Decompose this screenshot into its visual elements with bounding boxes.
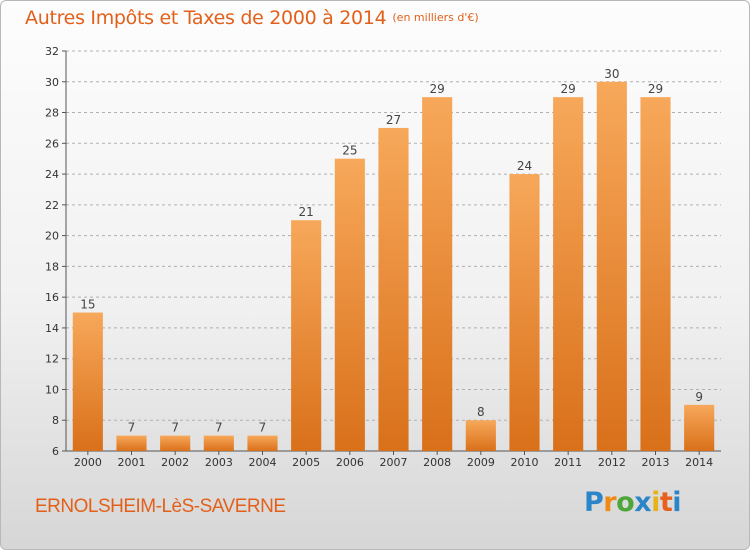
proxiti-logo: Proxiti [584, 487, 682, 518]
bar-2006 [334, 158, 365, 451]
x-tick-label-2014: 2014 [685, 456, 713, 469]
data-label-2011: 29 [561, 82, 576, 96]
y-tick-label: 12 [45, 353, 59, 366]
data-labels: 15 7 7 7 7 21 25 27 29 8 24 29 30 29 9 [80, 67, 703, 435]
grid-lines [62, 50, 721, 452]
logo-letter: o [616, 487, 635, 518]
bar-2011 [553, 97, 584, 452]
chart-title-text: Autres Impôts et Taxes de 2000 à 2014 [25, 7, 387, 29]
x-tick-label-2005: 2005 [292, 456, 320, 469]
x-tick-label-2010: 2010 [511, 456, 539, 469]
x-tick-label-2002: 2002 [161, 456, 189, 469]
data-label-2001: 7 [128, 421, 136, 435]
x-tick-label-2012: 2012 [598, 456, 626, 469]
data-label-2005: 21 [299, 205, 314, 219]
data-label-2008: 29 [430, 82, 445, 96]
data-label-2002: 7 [171, 421, 179, 435]
commune-name: ERNOLSHEIM-LèS-SAVERNE [35, 496, 286, 517]
bar-2012 [596, 81, 627, 452]
logo-letter: i [651, 487, 660, 518]
bar-2007 [378, 127, 409, 451]
y-tick-label: 20 [45, 230, 59, 243]
x-tick-label-2001: 2001 [118, 456, 146, 469]
bar-2013 [640, 97, 671, 452]
bar-2010 [509, 174, 540, 452]
y-tick-label: 8 [52, 414, 59, 427]
y-tick-label: 30 [45, 76, 59, 89]
data-label-2007: 27 [386, 113, 401, 127]
data-label-2000: 15 [80, 298, 95, 312]
data-label-2009: 8 [477, 405, 485, 419]
y-tick-label: 26 [45, 137, 59, 150]
y-tick-label: 10 [45, 383, 59, 396]
y-tick-label: 14 [45, 322, 59, 335]
bar-2003 [203, 435, 234, 451]
y-tick-label: 28 [45, 107, 59, 120]
data-label-2006: 25 [342, 144, 357, 158]
bar-2005 [291, 220, 322, 451]
chart-unit-note: (en milliers d'€) [392, 11, 479, 24]
y-tick-label: 32 [45, 45, 59, 58]
data-label-2012: 30 [604, 67, 619, 81]
data-label-2003: 7 [215, 421, 223, 435]
x-tick-label-2003: 2003 [205, 456, 233, 469]
x-tick-label-2013: 2013 [642, 456, 670, 469]
data-label-2014: 9 [695, 390, 703, 404]
x-tick-label-2000: 2000 [74, 456, 102, 469]
bar-2014 [684, 404, 715, 451]
y-tick-label: 18 [45, 260, 59, 273]
data-label-2004: 7 [259, 421, 267, 435]
x-tick-label-2009: 2009 [467, 456, 495, 469]
y-tick-labels: 6 8 10 12 14 16 18 20 22 24 26 28 30 32 [45, 45, 59, 458]
x-tick-label-2004: 2004 [249, 456, 277, 469]
y-tick-label: 24 [45, 168, 59, 181]
chart-title: Autres Impôts et Taxes de 2000 à 2014 (en… [25, 7, 479, 29]
logo-letter: i [672, 487, 682, 518]
logo-letter: P [584, 487, 604, 518]
x-tick-labels: 2000 2001 2002 2003 2004 2005 2006 2007 2008 2009… [74, 451, 713, 469]
bar-2002 [160, 435, 191, 451]
bar-2009 [465, 420, 496, 451]
logo-letter: r [603, 487, 617, 518]
bars [72, 81, 715, 452]
bar-2001 [116, 435, 147, 451]
logo-letter: t [659, 487, 673, 518]
x-tick-label-2006: 2006 [336, 456, 364, 469]
y-tick-label: 16 [45, 291, 59, 304]
data-label-2013: 29 [648, 82, 663, 96]
x-tick-label-2011: 2011 [554, 456, 582, 469]
logo-letter: x [634, 487, 652, 518]
y-tick-label: 6 [52, 445, 59, 458]
x-tick-label-2007: 2007 [380, 456, 408, 469]
bar-2000 [72, 312, 103, 451]
data-label-2010: 24 [517, 159, 532, 173]
x-tick-label-2008: 2008 [423, 456, 451, 469]
bar-2008 [422, 97, 453, 452]
y-tick-label: 22 [45, 199, 59, 212]
bar-2004 [247, 435, 278, 451]
